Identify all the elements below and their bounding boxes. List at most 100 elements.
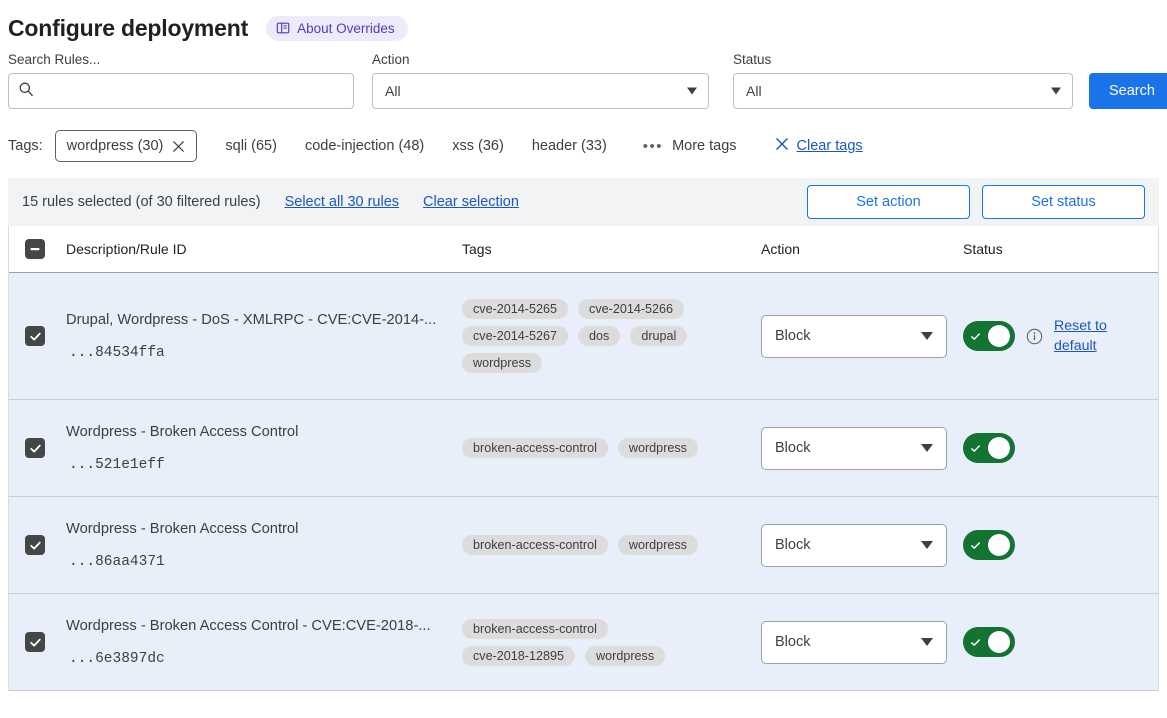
- rule-id: ...521e1eff: [69, 457, 165, 474]
- row-action-cell: Block: [761, 426, 963, 470]
- row-description-cell: Wordpress - Broken Access Control - CVE:…: [66, 617, 462, 667]
- clear-tags-button[interactable]: Clear tags: [775, 137, 863, 155]
- tag-pill: broken-access-control: [462, 618, 608, 639]
- check-icon: [970, 540, 981, 551]
- row-checkbox-cell: [25, 438, 66, 459]
- search-input-wrapper[interactable]: [8, 73, 354, 110]
- filters-bar: Search Rules... Action All Status All Se…: [0, 52, 1167, 110]
- row-action-cell: Block: [761, 314, 963, 358]
- row-tags-cell: cve-2014-5265 cve-2014-5266 cve-2014-526…: [462, 299, 761, 374]
- row-tags-cell: broken-access-control wordpress: [462, 438, 761, 459]
- close-icon[interactable]: [172, 140, 185, 153]
- toggle-knob: [988, 631, 1010, 654]
- row-status-cell: [963, 530, 1158, 561]
- tag-chip-selected-wordpress[interactable]: wordpress (30): [54, 130, 198, 163]
- reset-to-default-link[interactable]: Reset to default: [1054, 317, 1107, 355]
- status-toggle[interactable]: [963, 530, 1015, 561]
- tag-list: broken-access-control wordpress: [462, 438, 714, 459]
- status-toggle[interactable]: [963, 627, 1015, 658]
- row-description-cell: Drupal, Wordpress - DoS - XMLRPC - CVE:C…: [66, 311, 462, 361]
- table-row[interactable]: Wordpress - Broken Access Control - CVE:…: [9, 594, 1158, 692]
- action-select-value: Block: [775, 440, 811, 457]
- chevron-down-icon: [921, 541, 933, 550]
- tag-option-header[interactable]: header (33): [531, 138, 607, 155]
- row-checkbox[interactable]: [25, 535, 45, 556]
- action-select[interactable]: Block: [761, 314, 947, 358]
- toggle-knob: [988, 534, 1010, 557]
- row-status-cell: [963, 433, 1158, 464]
- chevron-down-icon: [687, 87, 697, 95]
- action-select[interactable]: Block: [761, 426, 947, 470]
- rule-description: Wordpress - Broken Access Control: [66, 424, 299, 441]
- set-action-button[interactable]: Set action: [807, 185, 970, 220]
- search-button[interactable]: Search: [1089, 73, 1167, 110]
- select-all-checkbox[interactable]: [25, 239, 45, 260]
- toggle-knob: [988, 437, 1010, 460]
- column-header-description: Description/Rule ID: [66, 241, 187, 258]
- row-checkbox[interactable]: [25, 632, 45, 653]
- rules-table: Description/Rule ID Tags Action Status D…: [8, 226, 1159, 692]
- action-select[interactable]: Block: [761, 523, 947, 567]
- tag-option-code-injection[interactable]: code-injection (48): [304, 138, 425, 155]
- tag-pill: dos: [578, 326, 621, 347]
- toggle-knob: [988, 325, 1010, 348]
- status-toggle[interactable]: [963, 433, 1015, 464]
- check-icon: [970, 637, 981, 648]
- clear-selection-link[interactable]: Clear selection: [423, 194, 519, 211]
- table-row[interactable]: Wordpress - Broken Access Control ...86a…: [9, 497, 1158, 595]
- close-icon: [775, 137, 789, 155]
- info-icon[interactable]: [1026, 328, 1043, 345]
- header-checkbox-cell: [25, 239, 66, 260]
- tag-chip-label: wordpress (30): [66, 138, 164, 155]
- tags-bar: Tags: wordpress (30) sqli (65) code-inje…: [0, 126, 1167, 166]
- chevron-down-icon: [921, 638, 933, 647]
- tag-pill: wordpress: [617, 438, 698, 459]
- tag-option-xss[interactable]: xss (36): [452, 138, 504, 155]
- search-label: Search Rules...: [8, 52, 101, 67]
- set-status-button[interactable]: Set status: [982, 185, 1145, 220]
- rule-description: Drupal, Wordpress - DoS - XMLRPC - CVE:C…: [66, 312, 437, 329]
- rule-id: ...6e3897dc: [69, 651, 165, 668]
- row-checkbox[interactable]: [25, 326, 45, 347]
- select-all-link[interactable]: Select all 30 rules: [284, 194, 400, 211]
- search-input[interactable]: [40, 82, 344, 101]
- tag-pill: wordpress: [617, 535, 698, 556]
- row-action-cell: Block: [761, 523, 963, 567]
- check-icon: [970, 331, 981, 342]
- clear-tags-label: Clear tags: [796, 138, 863, 155]
- row-checkbox[interactable]: [25, 438, 45, 459]
- row-checkbox-cell: [25, 535, 66, 556]
- row-tags-cell: broken-access-control cve-2018-12895 wor…: [462, 618, 761, 666]
- about-overrides-label: About Overrides: [297, 20, 395, 36]
- tag-list: cve-2014-5265 cve-2014-5266 cve-2014-526…: [462, 299, 714, 374]
- tag-pill: cve-2014-5267: [462, 326, 569, 347]
- more-tags-button[interactable]: ••• More tags: [643, 138, 737, 155]
- table-header-row: Description/Rule ID Tags Action Status: [9, 226, 1158, 274]
- action-select[interactable]: Block: [761, 620, 947, 664]
- tag-pill: cve-2014-5265: [462, 299, 569, 320]
- tag-option-sqli[interactable]: sqli (65): [225, 138, 277, 155]
- status-filter-select[interactable]: All: [733, 73, 1073, 110]
- action-filter-label: Action: [372, 52, 410, 67]
- search-field: Search Rules...: [8, 52, 354, 110]
- ellipsis-icon: •••: [642, 137, 664, 155]
- chevron-down-icon: [921, 332, 933, 341]
- status-toggle[interactable]: [963, 321, 1015, 352]
- table-row[interactable]: Wordpress - Broken Access Control ...521…: [9, 400, 1158, 498]
- action-select-value: Block: [775, 634, 811, 651]
- chevron-down-icon: [1051, 87, 1061, 95]
- tags-label: Tags:: [8, 138, 43, 155]
- column-header-action: Action: [761, 241, 800, 258]
- status-filter-label: Status: [733, 52, 772, 67]
- selection-count: 15 rules selected (of 30 filtered rules): [22, 194, 261, 211]
- row-tags-cell: broken-access-control wordpress: [462, 535, 761, 556]
- about-overrides-badge[interactable]: About Overrides: [266, 15, 408, 41]
- row-status-cell: [963, 627, 1158, 658]
- table-row[interactable]: Drupal, Wordpress - DoS - XMLRPC - CVE:C…: [9, 273, 1158, 401]
- status-filter-field: Status All: [733, 52, 1073, 110]
- action-filter-select[interactable]: All: [372, 73, 709, 110]
- tag-pill: broken-access-control: [462, 438, 608, 459]
- tag-pill: cve-2014-5266: [578, 299, 685, 320]
- rule-description: Wordpress - Broken Access Control: [66, 521, 299, 538]
- rule-id: ...84534ffa: [69, 345, 165, 362]
